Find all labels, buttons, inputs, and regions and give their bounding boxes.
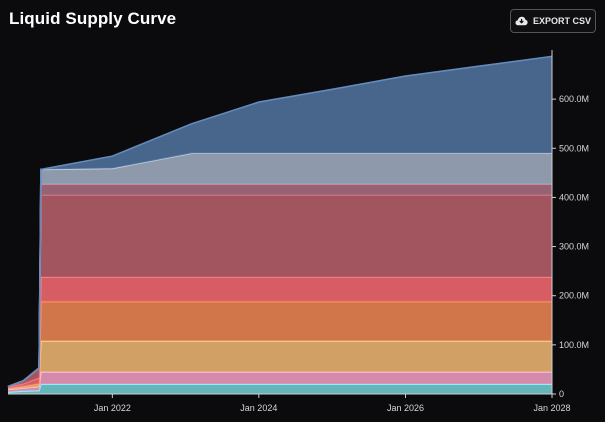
export-csv-button[interactable]: EXPORT CSV <box>510 9 596 33</box>
series-area-2 <box>8 371 552 393</box>
y-tick-label: 100.0M <box>559 340 589 350</box>
series-area-5 <box>8 277 552 389</box>
series-area-8 <box>8 153 552 387</box>
page-title: Liquid Supply Curve <box>9 9 177 28</box>
y-tick-label: 600.0M <box>559 94 589 104</box>
cloud-download-icon <box>515 16 528 26</box>
x-tick-label: Jan 2028 <box>533 403 570 413</box>
y-tick-label: 0 <box>559 389 564 399</box>
export-csv-label: EXPORT CSV <box>532 16 591 26</box>
series-area-6 <box>8 194 552 387</box>
x-tick-label: Jan 2026 <box>387 403 424 413</box>
series-area-9 <box>8 56 552 387</box>
series-line-9 <box>7 55 553 388</box>
y-tick-label: 200.0M <box>559 291 589 301</box>
series-area-3 <box>8 340 552 390</box>
series-area-1 <box>8 384 552 394</box>
y-tick-label: 500.0M <box>559 143 589 153</box>
x-tick-label: Jan 2024 <box>240 403 277 413</box>
y-tick-label: 300.0M <box>559 242 589 252</box>
series-area-4 <box>8 301 552 389</box>
x-tick-label: Jan 2022 <box>94 403 131 413</box>
y-tick-label: 400.0M <box>559 192 589 202</box>
